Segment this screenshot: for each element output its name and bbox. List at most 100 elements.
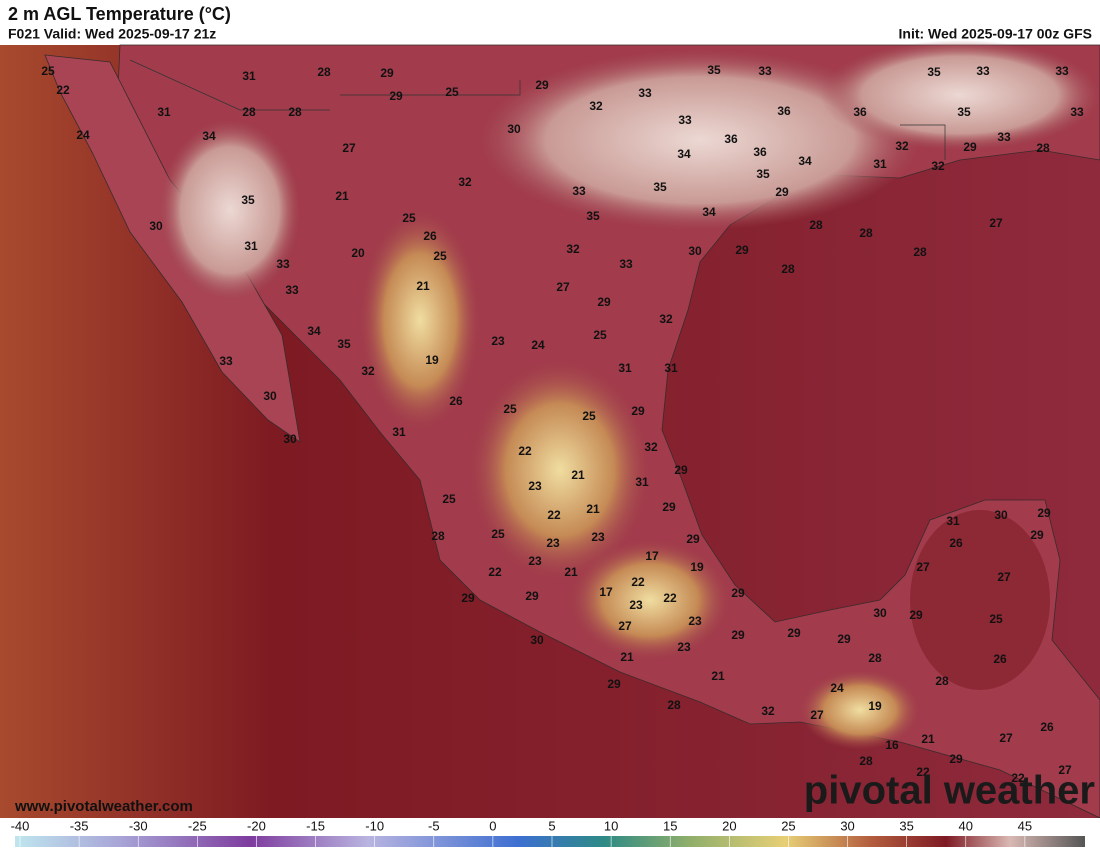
temperature-label: 33	[276, 257, 290, 271]
temperature-label: 29	[631, 404, 645, 418]
temperature-label: 19	[425, 353, 439, 367]
colorbar-tick-label: -10	[365, 818, 384, 833]
temperature-label: 23	[591, 530, 605, 544]
temperature-label: 29	[597, 295, 611, 309]
temperature-label: 30	[263, 389, 277, 403]
temperature-label: 25	[582, 409, 596, 423]
temperature-label: 33	[572, 184, 586, 198]
temperature-label: 27	[556, 280, 570, 294]
temperature-label: 28	[935, 674, 949, 688]
temperature-label: 24	[531, 338, 545, 352]
temperature-label: 31	[873, 157, 887, 171]
colorbar-tick-label: 30	[840, 818, 854, 833]
temperature-label: 29	[731, 586, 745, 600]
highland	[800, 670, 920, 750]
temperature-label: 29	[674, 463, 688, 477]
watermark: pivotal weather	[804, 769, 1095, 813]
temperature-label: 35	[586, 209, 600, 223]
temperature-label: 33	[976, 64, 990, 78]
temperature-label: 26	[993, 652, 1007, 666]
temperature-label: 29	[662, 500, 676, 514]
temperature-label: 22	[916, 765, 930, 779]
colorbar-ticks: -40 -35 -30 -25 -20 -15 -10 -5 0 5 10 15 20 25 30 35 40 4…	[11, 818, 1032, 847]
temperature-label: 33	[678, 113, 692, 127]
temperature-label: 17	[645, 549, 659, 563]
colorbar-tick-label: -25	[188, 818, 207, 833]
temperature-label: 32	[566, 242, 580, 256]
temperature-label: 23	[629, 598, 643, 612]
temperature-label: 32	[931, 159, 945, 173]
temperature-label: 27	[618, 619, 632, 633]
temperature-label: 29	[380, 66, 394, 80]
temperature-label: 34	[798, 154, 812, 168]
temperature-label: 29	[1037, 506, 1051, 520]
colorbar-tick-label: 40	[959, 818, 973, 833]
temperature-label: 31	[244, 239, 258, 253]
temperature-label: 29	[949, 752, 963, 766]
temperature-label: 29	[837, 632, 851, 646]
colorbar	[15, 836, 1085, 847]
temperature-label: 24	[830, 681, 844, 695]
temperature-label: 29	[775, 185, 789, 199]
map	[0, 40, 1100, 819]
temperature-label: 33	[758, 64, 772, 78]
temperature-label: 23	[677, 640, 691, 654]
temperature-label: 35	[927, 65, 941, 79]
temperature-label: 23	[491, 334, 505, 348]
temperature-label: 27	[997, 570, 1011, 584]
temperature-label: 16	[885, 738, 899, 752]
temperature-label: 21	[586, 502, 600, 516]
temperature-label: 31	[157, 105, 171, 119]
temperature-label: 36	[753, 145, 767, 159]
temperature-label: 22	[518, 444, 532, 458]
temperature-label: 22	[631, 575, 645, 589]
temperature-label: 31	[946, 514, 960, 528]
colorbar-tick-label: 15	[663, 818, 677, 833]
colorbar-tick-label: 45	[1018, 818, 1032, 833]
temperature-label: 30	[994, 508, 1008, 522]
temperature-label: 27	[999, 731, 1013, 745]
colorbar-tick-label: -35	[70, 818, 89, 833]
temperature-label: 27	[1058, 763, 1072, 777]
temperature-label: 32	[458, 175, 472, 189]
colorbar-tick-label: -5	[428, 818, 440, 833]
temperature-label: 26	[949, 536, 963, 550]
temperature-label: 29	[607, 677, 621, 691]
temperature-label: 28	[781, 262, 795, 276]
temperature-label: 30	[149, 219, 163, 233]
temperature-label: 34	[307, 324, 321, 338]
temperature-label: 26	[449, 394, 463, 408]
header-bg	[0, 0, 1100, 45]
temperature-label: 31	[664, 361, 678, 375]
temperature-label: 27	[989, 216, 1003, 230]
temperature-label: 32	[761, 704, 775, 718]
temperature-label: 22	[663, 591, 677, 605]
temperature-label: 28	[809, 218, 823, 232]
temperature-label: 26	[1040, 720, 1054, 734]
colorbar-tick-label: 35	[899, 818, 913, 833]
temperature-label: 23	[528, 554, 542, 568]
temperature-label: 22	[1011, 771, 1025, 785]
temperature-label: 17	[599, 585, 613, 599]
temperature-label: 27	[916, 560, 930, 574]
temperature-label: 28	[868, 651, 882, 665]
temperature-label: 31	[618, 361, 632, 375]
temperature-label: 28	[242, 105, 256, 119]
temperature-label: 35	[241, 193, 255, 207]
temperature-label: 29	[1030, 528, 1044, 542]
temperature-label: 28	[913, 245, 927, 259]
temperature-label: 21	[335, 189, 349, 203]
title: 2 m AGL Temperature (°C)	[8, 4, 231, 24]
temperature-label: 21	[711, 669, 725, 683]
dark-area	[910, 510, 1050, 690]
temperature-label: 25	[442, 492, 456, 506]
website: www.pivotalweather.com	[14, 798, 193, 815]
temperature-label: 32	[644, 440, 658, 454]
temperature-label: 32	[361, 364, 375, 378]
colorbar-tick-label: 10	[604, 818, 618, 833]
temperature-label: 34	[202, 129, 216, 143]
temperature-label: 35	[756, 167, 770, 181]
temperature-label: 25	[491, 527, 505, 541]
colorbar-tick-label: -40	[11, 818, 30, 833]
init-time: Init: Wed 2025-09-17 00z GFS	[899, 26, 1092, 42]
